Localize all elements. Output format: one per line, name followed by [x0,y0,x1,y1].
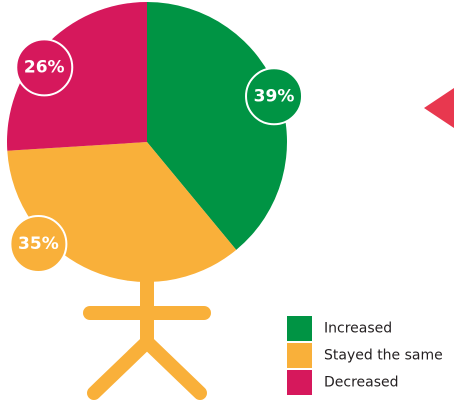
data-label: 39% [254,86,295,106]
legend: Increased Stayed the same Decreased [287,316,443,395]
figure-leg [147,342,200,393]
stick-figure-body [90,280,204,393]
decorative-arrow [424,88,454,128]
legend-swatch [287,316,312,341]
legend-label: Decreased [324,375,399,391]
figure-leg [94,342,147,393]
pie: 39% 35% 26% [7,2,302,282]
data-label: 35% [18,234,59,254]
chart: 39% 35% 26% Increased Stayed the same Decrea… [0,0,454,406]
legend-swatch [287,343,312,368]
legend-label: Stayed the same [324,348,443,364]
legend-swatch [287,370,312,395]
data-label: 26% [24,57,65,77]
legend-label: Increased [324,321,392,337]
